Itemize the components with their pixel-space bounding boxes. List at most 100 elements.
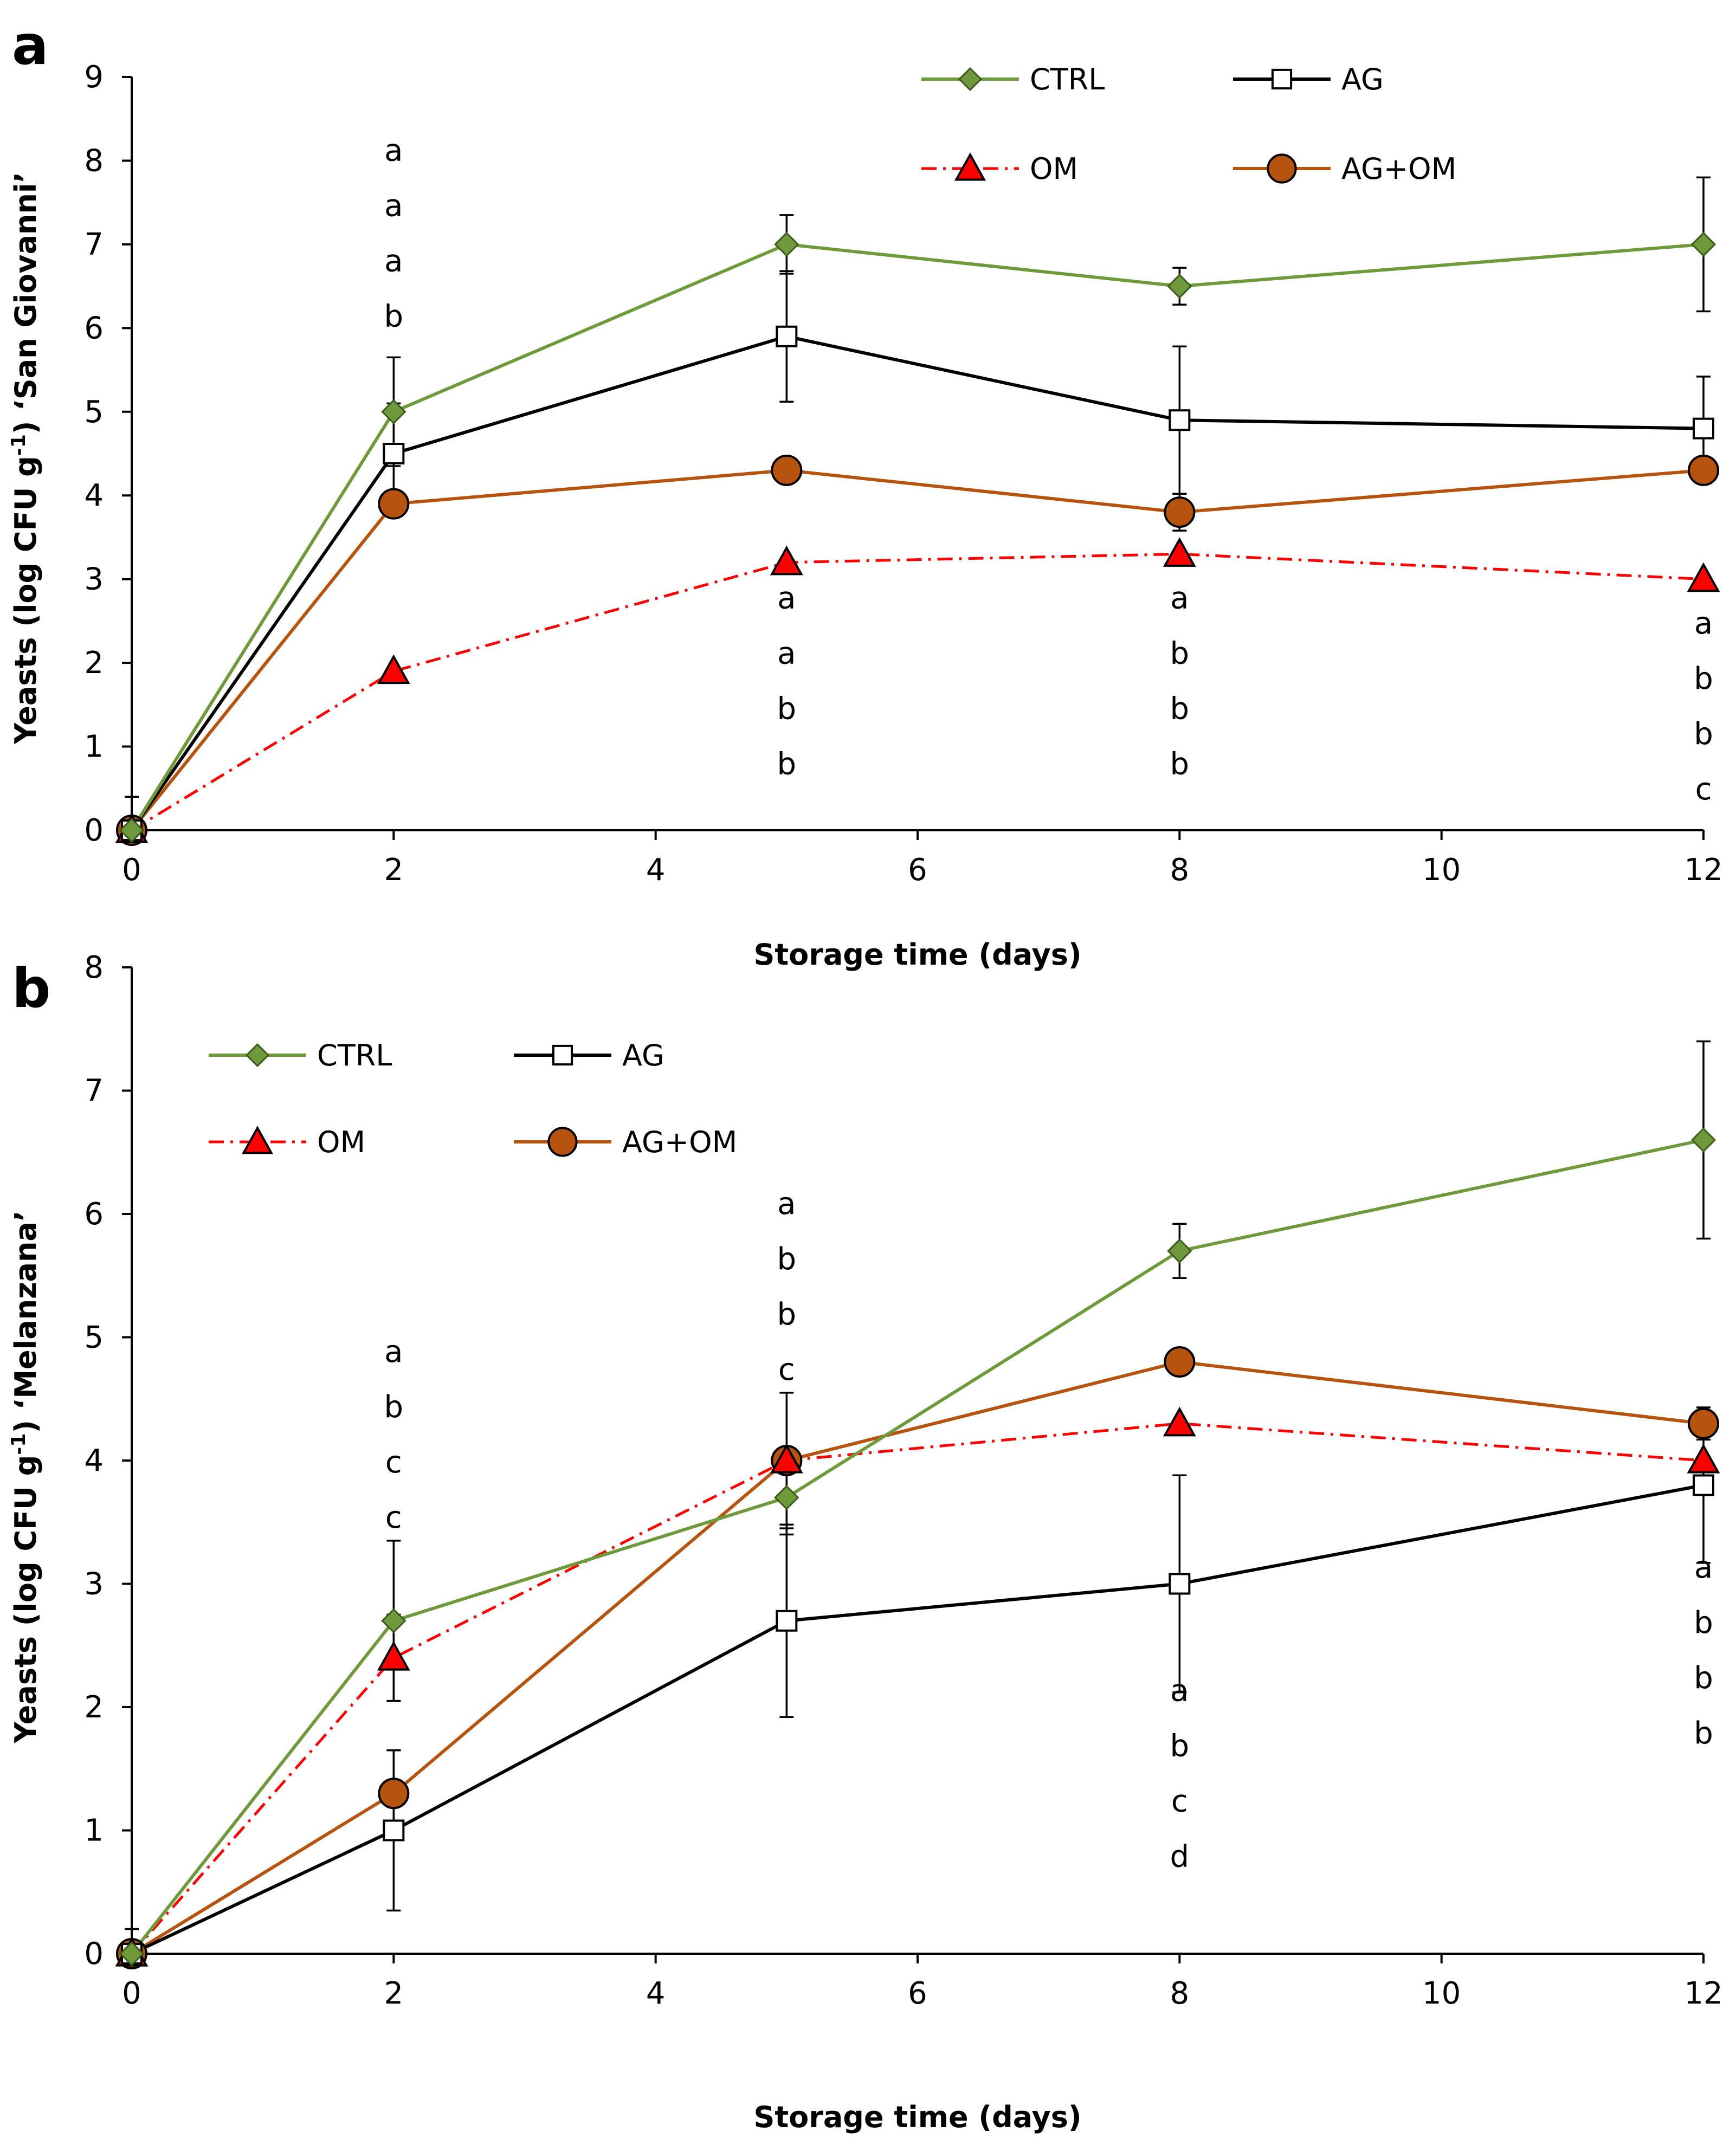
svg-text:Yeasts (log CFU g-1) ‘Melanzan: Yeasts (log CFU g-1) ‘Melanzana’ xyxy=(8,1211,43,1744)
y-tick-label: 0 xyxy=(84,813,104,848)
y-axis-label-b-post: ) ‘Melanzana’ xyxy=(9,1211,43,1433)
y-tick-label: 4 xyxy=(84,1443,104,1478)
legend-label-om: OM xyxy=(317,1125,365,1159)
legend-marker-om xyxy=(241,1126,274,1154)
significance-letter: b xyxy=(1170,747,1190,782)
data-point-om xyxy=(1687,562,1720,592)
y-tick-label: 4 xyxy=(84,478,104,513)
significance-letter: b xyxy=(1694,716,1713,752)
data-point-ctrl xyxy=(119,1941,145,1967)
legend-a: CTRL AG OM AG+OM xyxy=(921,62,1456,186)
significance-letter: b xyxy=(1170,636,1190,671)
significance-letter: c xyxy=(1695,772,1712,807)
significance-letter: b xyxy=(1694,661,1713,696)
legend-label-om: OM xyxy=(1030,152,1078,186)
significance-letter: a xyxy=(777,1186,796,1222)
legend-label-ctrl: CTRL xyxy=(317,1038,392,1072)
data-point-ctrl xyxy=(381,399,406,424)
chart-panel-b: b Yeasts (log CFU g-1) ‘Melanzana’ Stora… xyxy=(8,950,1723,2134)
y-tick-label: 7 xyxy=(84,227,104,262)
y-tick-label: 3 xyxy=(84,562,104,597)
significance-letter: b xyxy=(384,299,404,334)
y-tick-label: 7 xyxy=(84,1074,104,1109)
x-tick-label: 4 xyxy=(646,852,666,888)
data-point-om xyxy=(1163,1406,1196,1437)
x-tick-label: 6 xyxy=(908,852,927,888)
significance-letter: a xyxy=(384,243,403,279)
y-axis-label-a-sup: -1 xyxy=(8,434,30,456)
x-tick-label: 4 xyxy=(646,1976,666,2011)
data-point-ag xyxy=(1693,417,1714,440)
x-tick-label: 6 xyxy=(908,1976,927,2011)
y-tick-label: 5 xyxy=(84,395,104,430)
data-point-ctrl xyxy=(381,1608,406,1633)
legend-marker-ctrl xyxy=(245,1043,270,1068)
legend-label-ag-plus-om: AG+OM xyxy=(1341,152,1456,186)
data-point-om xyxy=(770,545,803,576)
significance-letter: b xyxy=(777,747,797,782)
x-tick-label: 8 xyxy=(1170,1976,1190,2011)
legend-marker-ag-plus-om xyxy=(547,1127,578,1157)
significance-letter: a xyxy=(777,581,796,616)
significance-letter: b xyxy=(1170,1729,1190,1764)
data-point-ag-plus-om xyxy=(1688,454,1719,486)
significance-letter: c xyxy=(385,1445,402,1480)
x-tick-label: 0 xyxy=(122,852,141,888)
y-tick-label: 3 xyxy=(84,1567,104,1602)
data-point-ag-plus-om xyxy=(1164,496,1196,528)
svg-text:Yeasts (log CFU g-1) ‘San Giov: Yeasts (log CFU g-1) ‘San Giovanni’ xyxy=(8,172,43,745)
significance-letter: c xyxy=(385,1500,402,1535)
legend-marker-ctrl xyxy=(958,67,983,92)
x-tick-label: 0 xyxy=(122,1976,141,2011)
data-point-om xyxy=(377,1640,410,1671)
data-point-ctrl xyxy=(1167,1238,1192,1264)
data-point-ag-plus-om xyxy=(1688,1407,1719,1439)
y-axis-label-a: Yeasts (log CFU g-1) ‘San Giovanni’ xyxy=(8,172,43,745)
significance-letter: a xyxy=(384,133,403,168)
legend-marker-om xyxy=(954,152,986,181)
data-point-ag-plus-om xyxy=(378,1778,410,1810)
legend-label-ag: AG xyxy=(1341,62,1384,96)
significance-letter: b xyxy=(777,692,797,727)
legend-label-ag: AG xyxy=(622,1038,664,1072)
data-point-ag xyxy=(1169,409,1191,431)
significance-letter: a xyxy=(384,188,403,223)
data-point-om xyxy=(1687,1443,1720,1474)
y-tick-label: 2 xyxy=(84,645,104,681)
x-tick-label: 8 xyxy=(1170,852,1190,888)
data-point-ag-plus-om xyxy=(1164,1346,1196,1378)
chart-panel-a: a Yeasts (log CFU g-1) ‘San Giovanni’ St… xyxy=(8,14,1723,972)
y-tick-label: 8 xyxy=(84,950,104,985)
y-axis-label-a-pre: Yeasts (log CFU g xyxy=(9,456,43,745)
data-point-om xyxy=(1163,537,1196,567)
significance-letter: b xyxy=(1170,692,1190,727)
y-tick-label: 6 xyxy=(84,311,104,346)
legend-marker-ag-plus-om xyxy=(1267,153,1297,184)
data-point-ctrl xyxy=(1167,273,1192,299)
data-point-ctrl xyxy=(119,817,145,843)
data-point-ctrl xyxy=(774,231,799,257)
data-point-om xyxy=(770,1443,803,1474)
y-tick-label: 0 xyxy=(84,1936,104,1972)
data-point-ag xyxy=(383,443,405,464)
x-axis-label-b: Storage time (days) xyxy=(753,2100,1081,2134)
panel-label-a: a xyxy=(12,14,48,77)
significance-letter: b xyxy=(1694,1661,1713,1696)
significance-letter: b xyxy=(1694,1716,1713,1751)
legend-b: CTRL AG OM AG+OM xyxy=(209,1038,737,1159)
significance-letter: d xyxy=(1170,1839,1190,1875)
y-axis-label-b: Yeasts (log CFU g-1) ‘Melanzana’ xyxy=(8,1211,43,1744)
significance-letter: b xyxy=(1694,1605,1713,1640)
significance-letter: a xyxy=(384,1334,403,1369)
x-tick-label: 10 xyxy=(1422,852,1461,888)
data-point-ag xyxy=(1169,1573,1191,1595)
y-tick-label: 1 xyxy=(84,1813,104,1849)
legend-marker-ag xyxy=(552,1044,573,1066)
significance-letter: a xyxy=(1170,581,1189,616)
data-point-ag-plus-om xyxy=(378,488,410,520)
data-point-ctrl xyxy=(774,1485,799,1510)
